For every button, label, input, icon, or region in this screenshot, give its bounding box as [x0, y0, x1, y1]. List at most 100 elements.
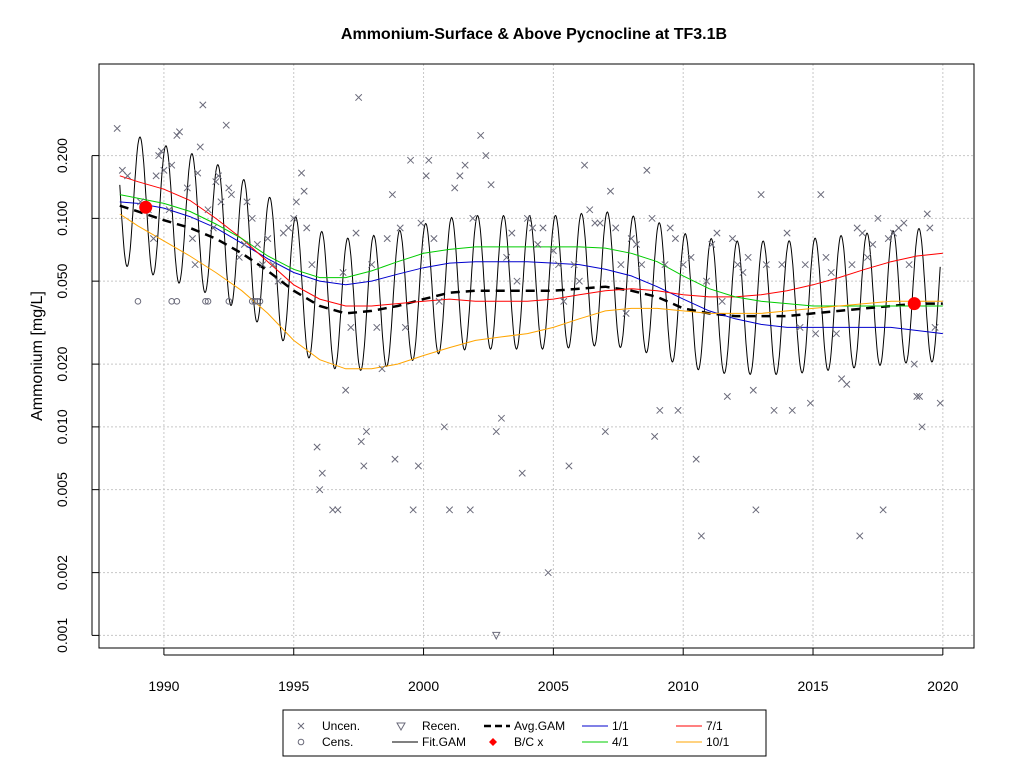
- obs-uncensored-point: [425, 156, 433, 164]
- obs-uncensored-point: [440, 423, 448, 431]
- obs-uncensored-point: [401, 323, 409, 331]
- obs-uncensored-point: [523, 214, 531, 222]
- legend-label: Fit.GAM: [422, 735, 466, 749]
- obs-uncensored-point: [778, 261, 786, 269]
- obs-uncensored-point: [352, 229, 360, 237]
- obs-uncensored-point: [124, 172, 132, 180]
- y-tick-label: 0.200: [54, 138, 70, 173]
- obs-uncensored-point: [692, 455, 700, 463]
- obs-uncensored-point: [843, 380, 851, 388]
- obs-uncensored-point: [334, 506, 342, 514]
- obs-uncensored-point: [383, 235, 391, 243]
- obs-uncensored-point: [762, 261, 770, 269]
- obs-uncensored-point: [303, 224, 311, 232]
- obs-uncensored-point: [300, 187, 308, 195]
- obs-uncensored-point: [863, 253, 872, 261]
- obs-uncensored-point: [728, 235, 737, 243]
- obs-uncensored-point: [422, 172, 430, 180]
- obs-uncensored-point: [316, 486, 324, 494]
- obs-uncensored-point: [549, 247, 557, 255]
- obs-uncensored-point: [503, 253, 511, 261]
- obs-uncensored-point: [191, 261, 199, 269]
- obs-uncensored-point: [243, 198, 251, 206]
- series-11-line: [119, 201, 943, 335]
- series-101-line: [119, 213, 943, 370]
- obs-uncensored-point: [435, 297, 443, 305]
- obs-uncensored-point: [617, 261, 625, 269]
- obs-uncensored-point: [477, 131, 485, 139]
- y-tick-label: 0.005: [54, 472, 70, 507]
- obs-uncensored-point: [580, 161, 589, 169]
- obs-uncensored-point: [560, 297, 568, 305]
- obs-uncensored-point: [199, 101, 207, 109]
- obs-uncensored-point: [817, 191, 825, 199]
- obs-uncensored-point: [827, 268, 835, 277]
- obs-uncensored-point: [318, 469, 326, 477]
- obs-uncensored-point: [913, 392, 921, 400]
- obs-uncensored-point: [661, 261, 669, 269]
- legend-label: 4/1: [612, 735, 629, 749]
- obs-uncensored-point: [848, 261, 856, 269]
- x-tick-label: 2020: [927, 678, 958, 694]
- obs-uncensored-point: [596, 219, 604, 227]
- legend-label: Recen.: [422, 719, 460, 733]
- obs-uncensored-point: [173, 131, 181, 139]
- obs-uncensored-point: [708, 240, 716, 248]
- obs-uncensored-point: [118, 166, 126, 174]
- obs-uncensored-point: [643, 166, 651, 174]
- obs-uncensored-point: [806, 399, 814, 407]
- obs-uncensored-point: [357, 438, 365, 446]
- obs-uncensored-point: [391, 455, 399, 463]
- obs-uncensored-point: [290, 214, 298, 222]
- obs-uncensored-point: [209, 224, 217, 232]
- obs-uncensored-point: [801, 261, 809, 269]
- legend-box: [282, 709, 767, 757]
- obs-uncensored-point: [269, 261, 277, 269]
- obs-uncensored-point: [734, 261, 742, 269]
- obs-uncensored-point: [168, 161, 176, 169]
- y-axis-label: Ammonium [mg/L]: [29, 291, 46, 421]
- obs-uncensored-point: [157, 147, 165, 155]
- plot-frame: [98, 63, 975, 649]
- obs-uncensored-point: [622, 309, 630, 317]
- legend-label: Uncen.: [322, 719, 360, 733]
- obs-uncensored-point: [612, 224, 620, 232]
- obs-uncensored-point: [679, 261, 687, 269]
- obs-uncensored-point: [586, 206, 594, 214]
- series-41-line: [119, 194, 943, 307]
- obs-uncensored-point: [627, 235, 635, 243]
- obs-censored-point: [204, 298, 212, 305]
- obs-uncensored-point: [879, 506, 887, 514]
- obs-uncensored-point: [744, 253, 752, 261]
- x-tick-label: 2000: [408, 678, 439, 694]
- obs-recensored-point: [491, 631, 501, 640]
- obs-uncensored-point: [936, 399, 944, 407]
- obs-uncensored-point: [651, 432, 659, 440]
- legend-symbol-uncen: [297, 722, 305, 730]
- obs-uncensored-point: [396, 224, 404, 232]
- obs-uncensored-point: [248, 214, 256, 222]
- obs-uncensored-point: [417, 219, 425, 227]
- obs-uncensored-point: [703, 277, 711, 285]
- obs-censored-point: [173, 298, 181, 305]
- obs-uncensored-point: [565, 462, 573, 470]
- obs-uncensored-point: [461, 161, 469, 169]
- obs-uncensored-point: [638, 261, 646, 269]
- obs-uncensored-point: [749, 386, 757, 394]
- x-tick-label: 2005: [538, 678, 569, 694]
- legend-label: Cens.: [322, 735, 353, 749]
- obs-uncensored-point: [713, 229, 721, 237]
- obs-uncensored-point: [274, 277, 282, 285]
- obs-uncensored-point: [884, 235, 892, 243]
- obs-uncensored-point: [409, 506, 417, 514]
- obs-uncensored-point: [606, 187, 615, 195]
- obs-uncensored-point: [212, 178, 220, 186]
- obs-uncensored-point: [214, 172, 222, 180]
- x-tick-label: 2010: [668, 678, 699, 694]
- obs-uncensored-point: [297, 169, 306, 177]
- points-layer: [113, 93, 944, 640]
- obs-uncensored-point: [222, 121, 230, 129]
- obs-uncensored-point: [697, 532, 705, 540]
- obs-uncensored-point: [666, 224, 674, 232]
